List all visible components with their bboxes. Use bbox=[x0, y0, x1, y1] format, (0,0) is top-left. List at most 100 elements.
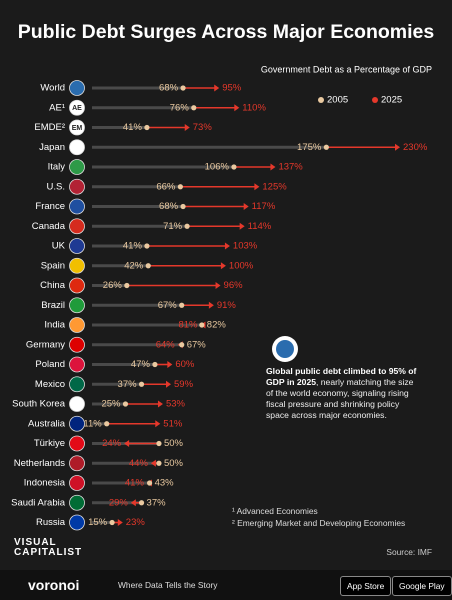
arrow-head bbox=[124, 440, 130, 447]
flag bbox=[69, 178, 85, 195]
dot-2005 bbox=[109, 519, 115, 526]
badge-label: EM bbox=[72, 125, 83, 132]
value-label: 71% bbox=[163, 221, 183, 232]
value-label: 37% bbox=[118, 379, 138, 390]
category-label: EMDE² bbox=[34, 122, 65, 133]
dot-2005 bbox=[104, 421, 110, 427]
value-label: 53% bbox=[166, 399, 186, 410]
value-label: 66% bbox=[156, 181, 176, 192]
value-label: 67% bbox=[187, 339, 207, 350]
category-label: Spain bbox=[41, 260, 65, 271]
arrow-head bbox=[224, 242, 230, 250]
category-label: China bbox=[40, 280, 66, 291]
flag bbox=[69, 396, 85, 412]
dot-2005 bbox=[145, 263, 151, 269]
dot-2005 bbox=[138, 381, 145, 387]
value-label: 50% bbox=[164, 458, 184, 469]
annotation-text: , nearly matching the size of the world … bbox=[266, 377, 414, 420]
flag bbox=[69, 99, 85, 116]
google-play-button[interactable]: Google Play bbox=[392, 576, 452, 596]
value-label: 230% bbox=[403, 142, 428, 153]
legend-label: 2025 bbox=[381, 95, 402, 106]
value-label: 91% bbox=[217, 300, 237, 311]
dot-2005 bbox=[180, 85, 186, 91]
value-label: 125% bbox=[262, 181, 287, 192]
category-label: Australia bbox=[28, 418, 66, 429]
value-label: 51% bbox=[163, 418, 183, 429]
legend-swatch bbox=[318, 97, 324, 103]
category-label: Brazil bbox=[41, 300, 65, 311]
flag bbox=[69, 238, 85, 254]
arrow-head bbox=[254, 183, 260, 191]
category-label: Italy bbox=[48, 162, 66, 173]
dot-2005 bbox=[122, 401, 129, 407]
category-label: Türkiye bbox=[34, 438, 65, 449]
flag bbox=[69, 80, 85, 96]
arrow-head bbox=[167, 361, 173, 368]
flag bbox=[69, 198, 85, 215]
flag bbox=[69, 415, 85, 432]
value-label: 23% bbox=[126, 517, 146, 528]
value-label: 110% bbox=[242, 102, 266, 113]
value-label: 41% bbox=[123, 241, 143, 252]
chart-title: Public Debt Surges Across Major Economie… bbox=[18, 21, 435, 43]
app-store-button[interactable]: App Store bbox=[340, 576, 392, 596]
legend-swatch bbox=[372, 97, 378, 103]
value-label: 67% bbox=[158, 300, 178, 311]
flag bbox=[69, 356, 85, 373]
dot-2005 bbox=[180, 203, 186, 210]
dot-2005 bbox=[156, 460, 162, 466]
flag bbox=[69, 336, 85, 353]
value-label: 42% bbox=[124, 260, 144, 271]
flag bbox=[69, 475, 85, 491]
category-label: South Korea bbox=[12, 399, 66, 410]
globe-icon bbox=[276, 340, 294, 358]
dot-2005 bbox=[152, 361, 158, 368]
arrow-head bbox=[157, 400, 163, 408]
value-label: 114% bbox=[248, 221, 272, 232]
value-label: 50% bbox=[164, 438, 184, 449]
flag bbox=[69, 277, 85, 294]
value-label: 41% bbox=[125, 478, 145, 489]
dot-2005 bbox=[146, 480, 153, 486]
flag bbox=[69, 514, 85, 531]
category-label: India bbox=[44, 320, 65, 331]
arrow-head bbox=[130, 499, 136, 507]
value-label: 25% bbox=[101, 399, 121, 410]
brand-text: CAPITALIST bbox=[14, 547, 83, 558]
footnote: ² Emerging Market and Developing Economi… bbox=[232, 518, 406, 528]
flag bbox=[69, 218, 85, 235]
flag bbox=[69, 257, 85, 274]
value-label: 41% bbox=[123, 122, 143, 133]
annotation-bold: Global public debt climbed to 95% of GDP… bbox=[266, 366, 417, 387]
value-label: 47% bbox=[131, 359, 151, 370]
value-label: 24% bbox=[102, 438, 122, 449]
badge-label: AE bbox=[72, 105, 82, 112]
value-label: 68% bbox=[159, 201, 179, 212]
value-label: 59% bbox=[174, 379, 194, 390]
value-label: 60% bbox=[175, 359, 195, 370]
value-label: 96% bbox=[224, 280, 244, 291]
flag bbox=[69, 297, 85, 314]
dot-2005 bbox=[156, 440, 162, 447]
value-label: 117% bbox=[252, 201, 276, 212]
value-label: 76% bbox=[170, 102, 190, 113]
value-label: 82% bbox=[207, 320, 227, 331]
flag bbox=[69, 317, 85, 333]
dot-2005 bbox=[191, 105, 197, 111]
dot-2005 bbox=[179, 342, 185, 348]
value-label: 106% bbox=[205, 162, 230, 173]
value-label: 103% bbox=[233, 241, 258, 252]
arrow-head bbox=[208, 301, 214, 309]
arrow-head bbox=[270, 163, 276, 171]
legend-label: 2005 bbox=[327, 95, 348, 106]
category-label: Saudi Arabia bbox=[11, 497, 66, 508]
flag bbox=[69, 376, 85, 393]
arrow-head bbox=[150, 459, 156, 467]
category-label: Japan bbox=[39, 142, 65, 153]
flag bbox=[69, 119, 85, 136]
arrow-head bbox=[395, 143, 400, 151]
dot-2005 bbox=[179, 302, 185, 308]
category-label: Indonesia bbox=[24, 478, 66, 489]
